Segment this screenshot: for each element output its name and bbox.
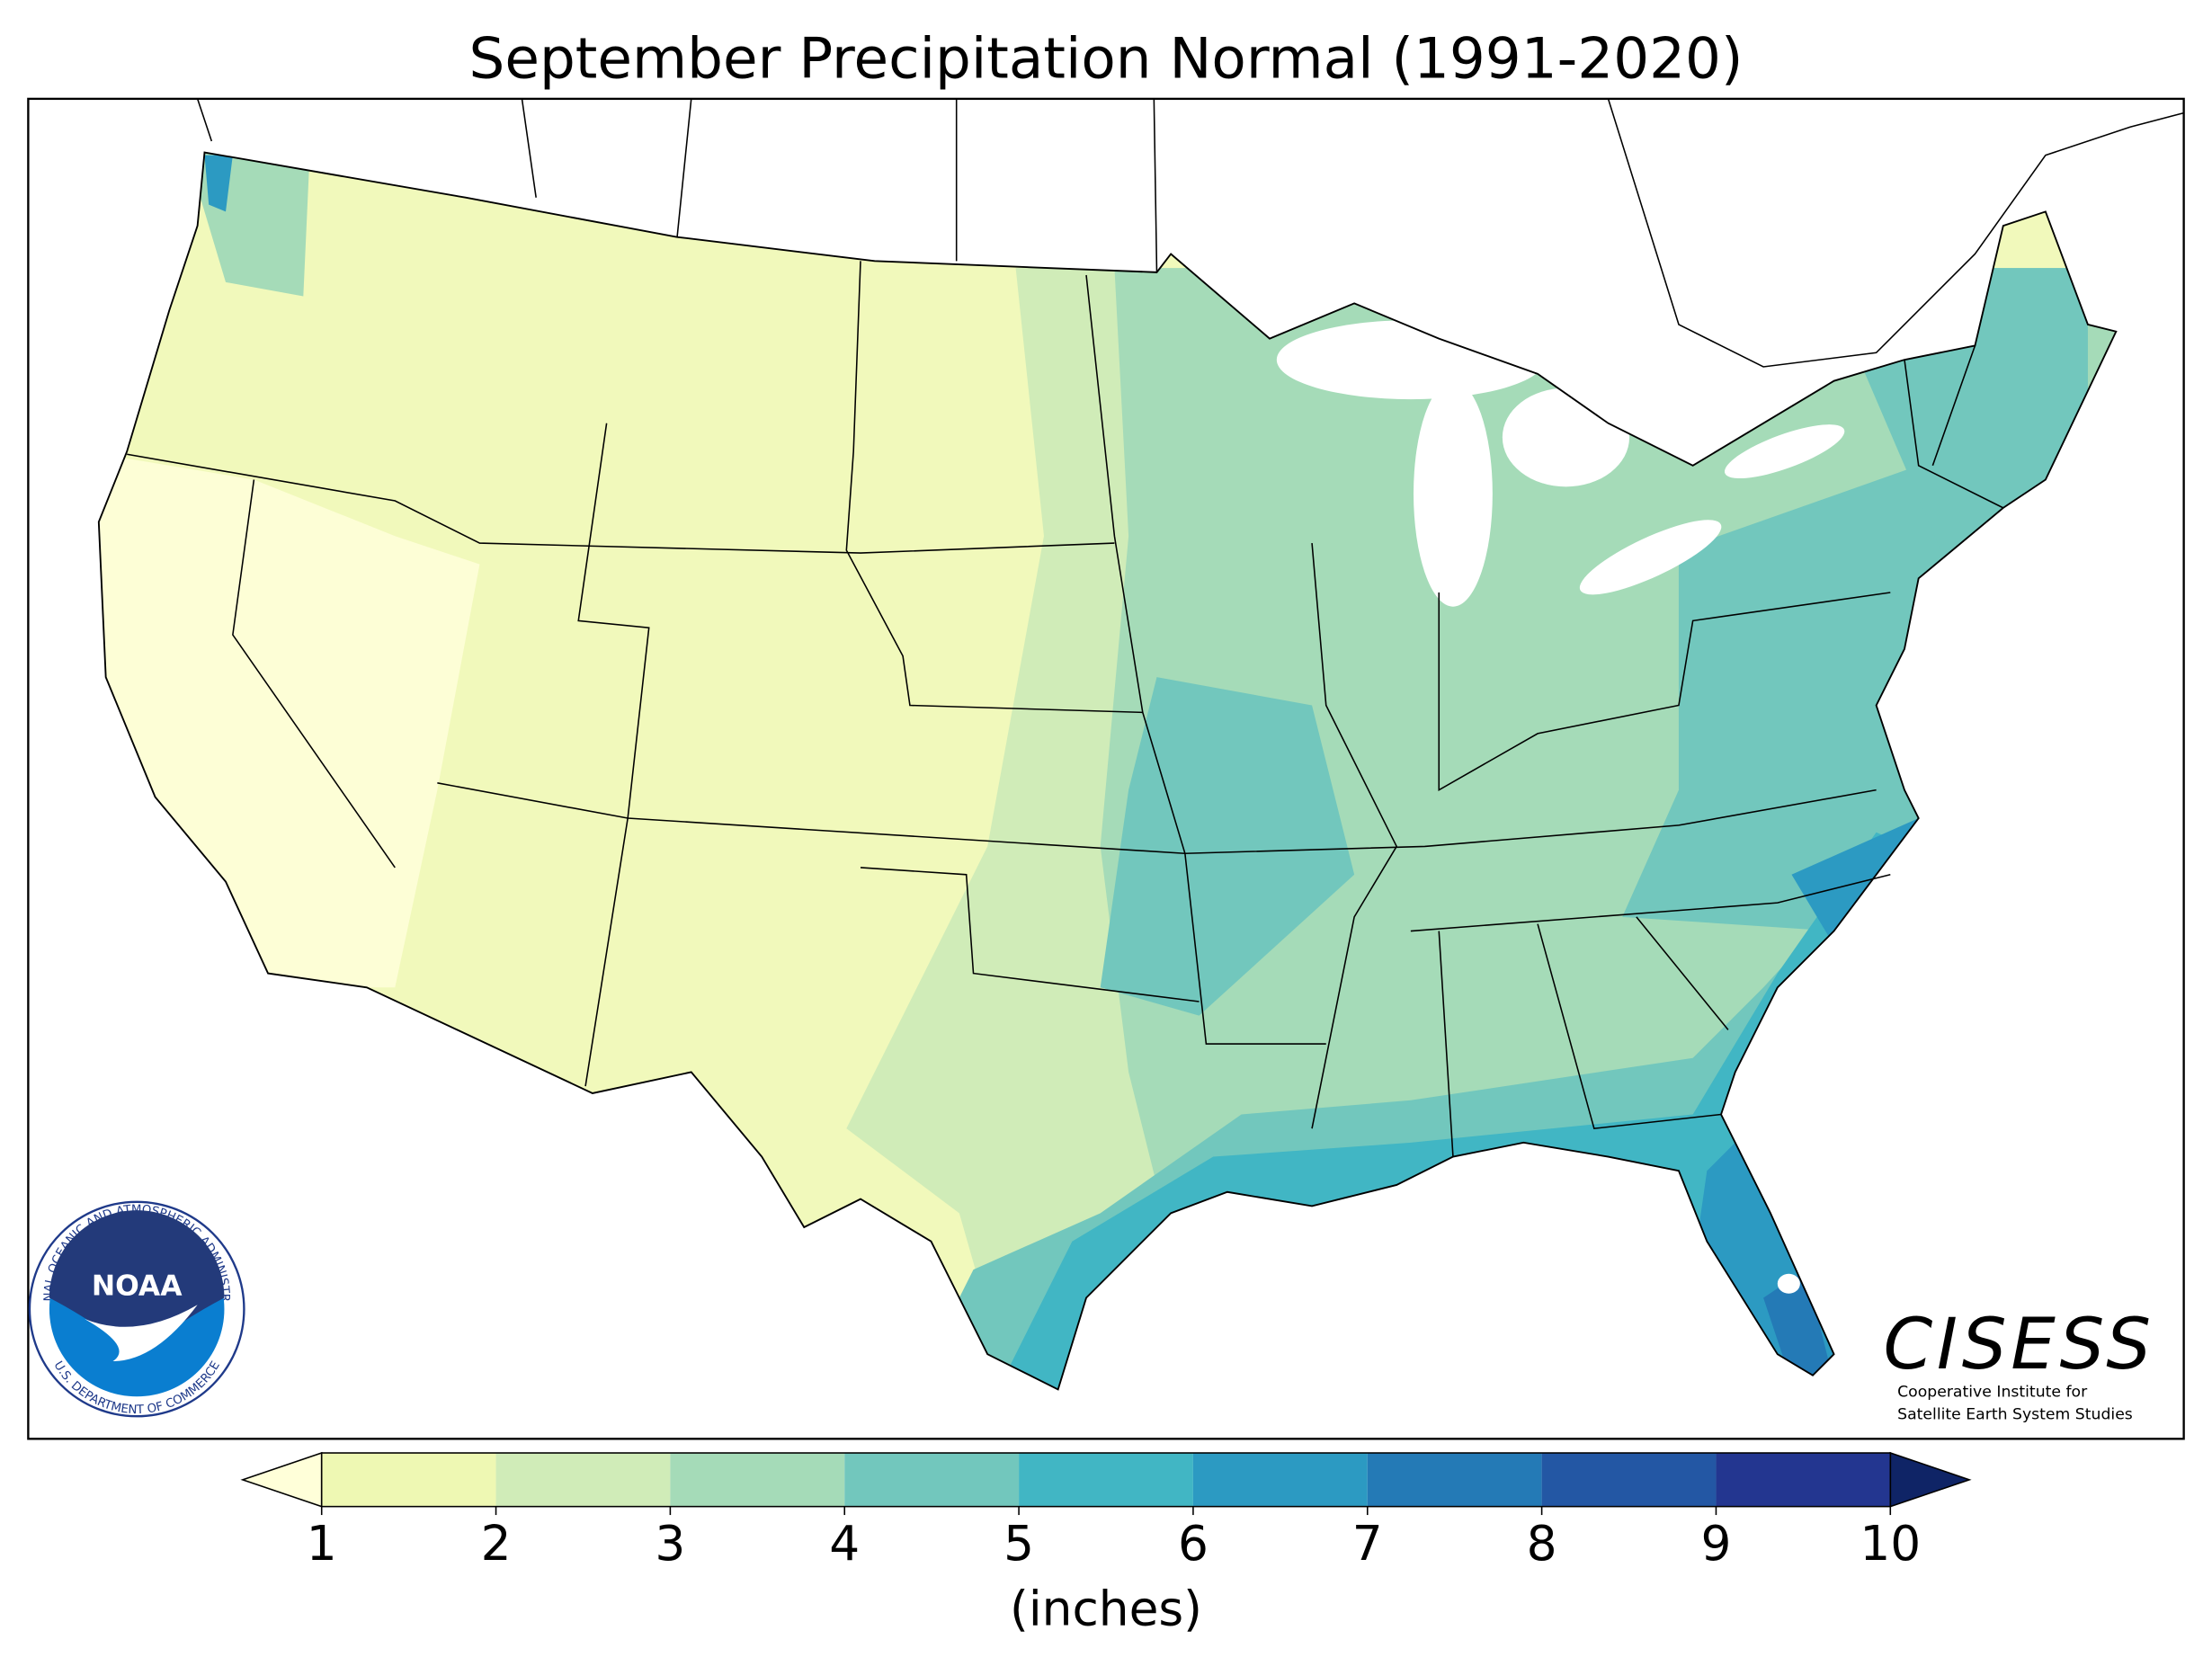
colorbar-segment bbox=[495, 1453, 671, 1507]
state-border bbox=[577, 423, 650, 1087]
lake bbox=[1777, 1273, 1800, 1294]
map-title: September Precipitation Normal (1991-202… bbox=[469, 25, 1744, 91]
lake bbox=[1724, 424, 1845, 479]
province-border bbox=[676, 98, 1158, 272]
colorbar-segment bbox=[321, 1453, 496, 1507]
state-border bbox=[845, 261, 1143, 714]
colorbar-tick-label: 2 bbox=[481, 1515, 512, 1572]
logo-bird bbox=[85, 1305, 198, 1362]
country-outline bbox=[97, 151, 2118, 1391]
logo-line: Satellite Earth System Studies bbox=[1897, 1405, 2133, 1423]
precip-zone bbox=[1763, 1270, 1834, 1383]
lake bbox=[1579, 520, 1722, 595]
colorbar-frame bbox=[320, 1452, 1892, 1508]
colorbar-segment bbox=[1716, 1453, 1891, 1507]
state-border bbox=[1904, 345, 2004, 509]
coastline bbox=[1607, 98, 2184, 368]
state-border bbox=[127, 453, 1115, 554]
coastline bbox=[196, 98, 537, 198]
colorbar-tick-label: 1 bbox=[307, 1515, 337, 1572]
state-borders bbox=[127, 261, 2004, 1157]
colorbar-tick-label: 7 bbox=[1352, 1515, 1383, 1572]
colorbar-segment bbox=[670, 1453, 845, 1507]
colorbar-segment bbox=[1019, 1453, 1193, 1507]
colorbar-tick-label: 5 bbox=[1003, 1515, 1034, 1572]
state-border bbox=[1311, 543, 1398, 1129]
colorbar-segment bbox=[1192, 1453, 1368, 1507]
state-border bbox=[860, 867, 1200, 1002]
canada-borders bbox=[196, 98, 2184, 368]
colorbar-segment bbox=[844, 1453, 1020, 1507]
state-border bbox=[1085, 274, 1326, 1045]
colorbar-tick-label: 3 bbox=[655, 1515, 685, 1572]
state-border bbox=[1410, 788, 1891, 932]
colorbar-tick-label: 6 bbox=[1178, 1515, 1209, 1572]
lake bbox=[1414, 380, 1493, 607]
logo-line: Cooperative Institute for bbox=[1897, 1383, 2088, 1401]
colorbar-tick-label: 4 bbox=[829, 1515, 860, 1572]
map-frame bbox=[27, 97, 2185, 1440]
colorbar-segment bbox=[1541, 1453, 1717, 1507]
colorbar-under bbox=[240, 1451, 323, 1508]
precip-zone bbox=[1100, 677, 1355, 1016]
colorbar-label: (inches) bbox=[1010, 1580, 1202, 1636]
map-area bbox=[27, 97, 2185, 1440]
state-border bbox=[232, 479, 396, 869]
precip-zone bbox=[204, 155, 233, 212]
colorbar-tick-label: 8 bbox=[1527, 1515, 1557, 1572]
colorbar: 1 2 3 4 5 6 7 8 9 10 bbox=[240, 1451, 1972, 1572]
logo-name: NOAA bbox=[92, 1270, 183, 1302]
colorbar-segment bbox=[1367, 1453, 1542, 1507]
cisess-logo: CISESS Cooperative Institute for Satelli… bbox=[1883, 1304, 2154, 1423]
colorbar-tick-label: 10 bbox=[1860, 1515, 1921, 1572]
precip-zone bbox=[1622, 465, 1976, 931]
state-border bbox=[1438, 916, 1729, 1157]
logo-name: CISESS bbox=[1883, 1304, 2154, 1385]
state-border bbox=[1438, 592, 1891, 792]
colorbar-tick-label: 9 bbox=[1700, 1515, 1731, 1572]
colorbar-over bbox=[1889, 1451, 1972, 1508]
